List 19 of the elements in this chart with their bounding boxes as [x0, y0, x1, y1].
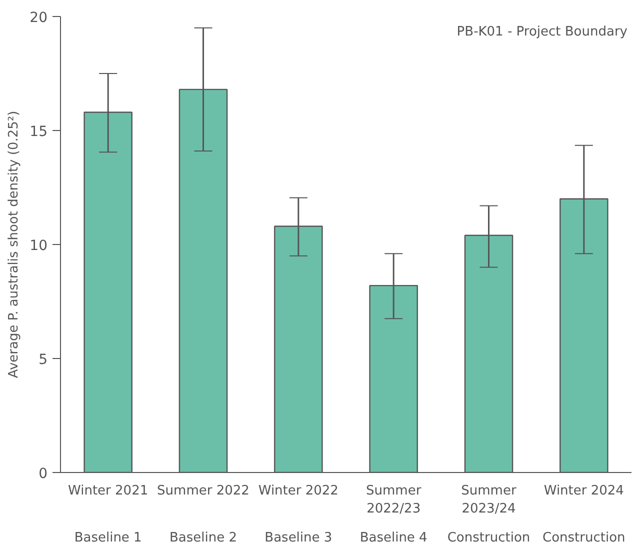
y-tick-label: 15 [30, 124, 48, 140]
y-tick-label: 5 [38, 352, 48, 368]
x-tick-label: Winter 2024 [544, 484, 624, 498]
y-tick-label: 0 [38, 466, 48, 482]
text: Construction [542, 530, 626, 546]
text: Construction [447, 530, 530, 546]
text: Baseline 2 [169, 530, 238, 546]
y-tick-label: 20 [30, 10, 48, 26]
x-tick-label: Summer 2023/24 [461, 484, 517, 516]
text: PB-K01 - Project Boundary [456, 24, 628, 40]
y-tick-label: 10 [30, 238, 48, 254]
x-tick-label: Winter 2021 [68, 484, 148, 498]
x-tick-label: Summer 2022/23 [366, 484, 422, 516]
text: Baseline 1 [74, 530, 142, 546]
x-tick-label: Summer 2022 [157, 484, 250, 498]
x-tick-label: Winter 2022 [258, 484, 338, 498]
text: Baseline 3 [264, 530, 332, 546]
text: Baseline 4 [360, 530, 428, 546]
y-axis-title: Average P. australis shoot density (0.25²) [6, 110, 22, 378]
